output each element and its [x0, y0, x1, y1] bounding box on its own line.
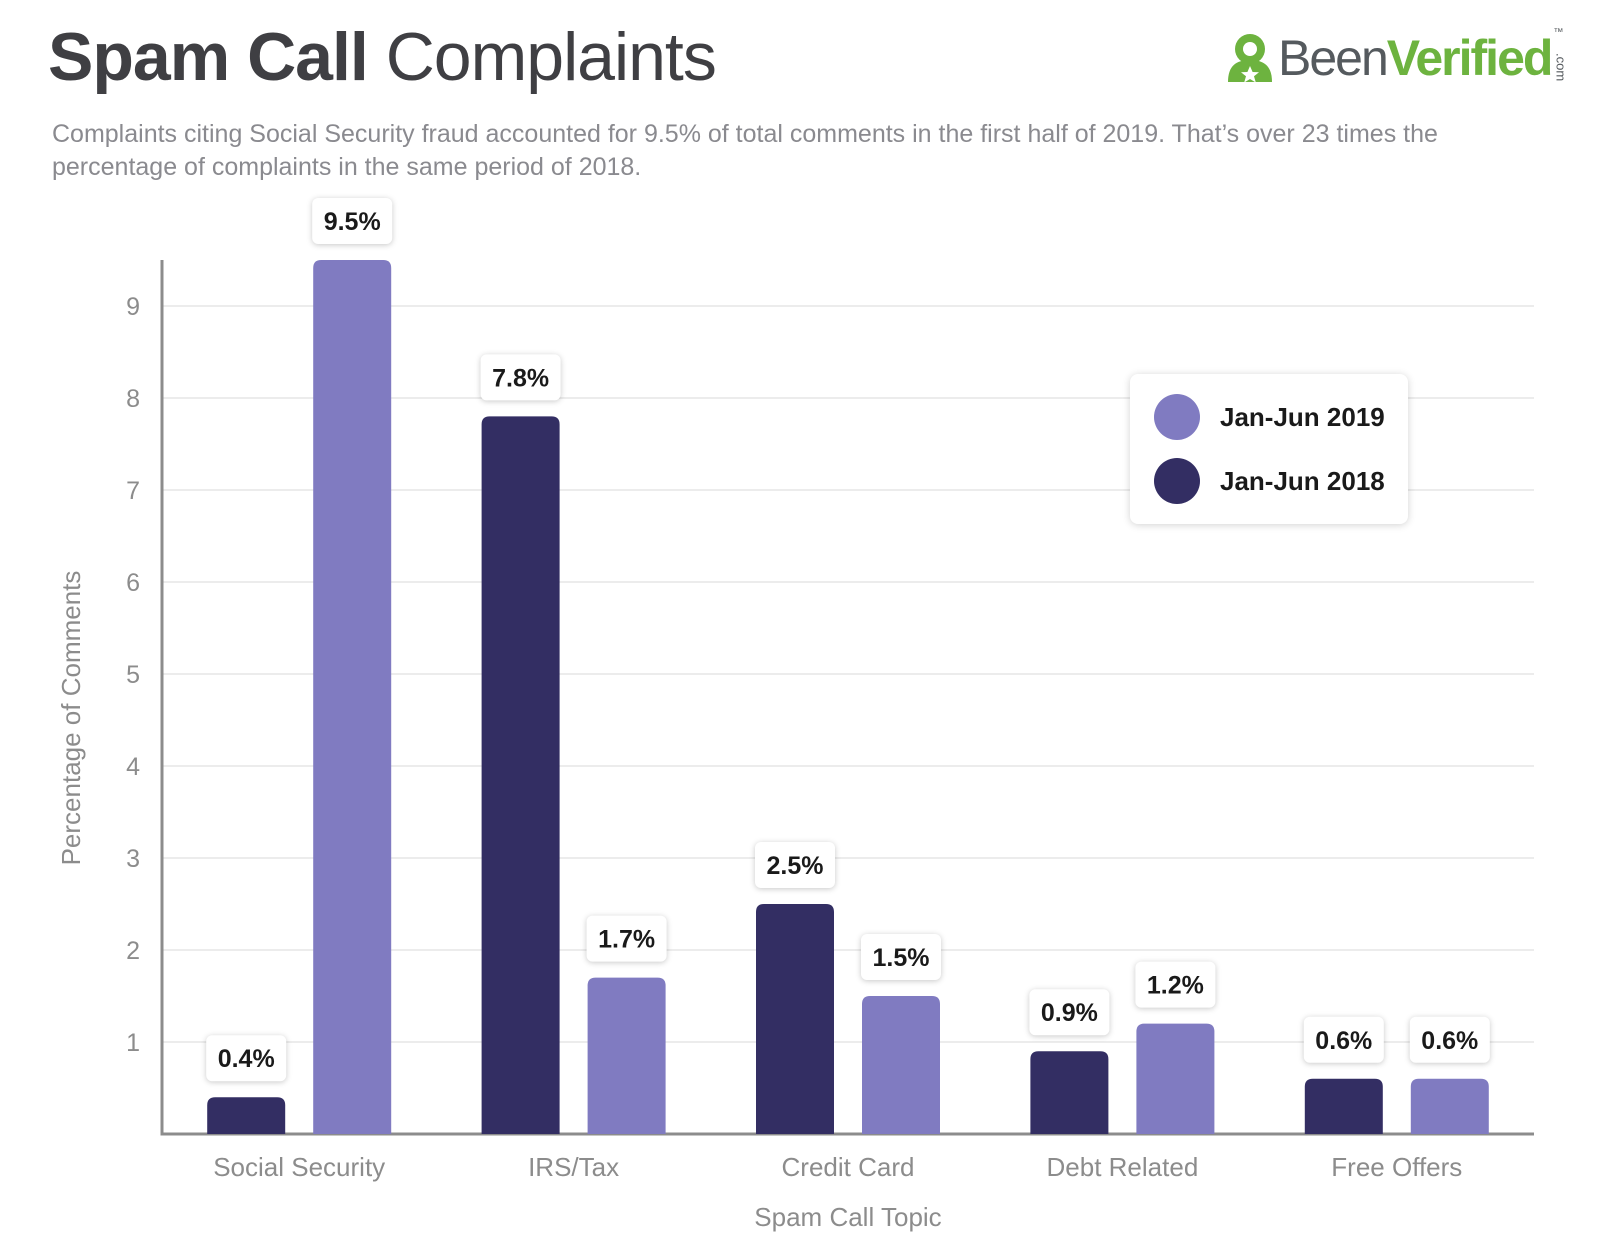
data-label-box	[206, 1035, 287, 1082]
data-label: 1.7%	[598, 926, 655, 954]
logo-text-com: .com	[1553, 52, 1569, 82]
x-tick-label: IRS/Tax	[528, 1152, 619, 1182]
y-tick-label: 1	[126, 1029, 140, 1057]
data-label-box	[1029, 989, 1110, 1036]
data-label-box	[755, 842, 835, 888]
chart-title-light: Complaints	[385, 19, 717, 95]
y-tick-label: 6	[126, 569, 140, 597]
data-label-box	[1135, 961, 1216, 1008]
y-tick-label: 9	[126, 293, 140, 321]
bar	[1304, 1078, 1383, 1134]
y-tick-label: 8	[126, 385, 140, 413]
data-label: 9.5%	[324, 208, 381, 236]
beenverified-logo: BeenVerified ™ .com	[1222, 26, 1568, 90]
data-label-box	[586, 915, 667, 962]
x-axis-label: Spam Call Topic	[754, 1202, 941, 1232]
data-label: 0.6%	[1421, 1027, 1478, 1055]
person-star-icon	[1228, 34, 1272, 83]
data-label-box	[312, 198, 393, 244]
x-tick-label: Credit Card	[782, 1152, 915, 1182]
legend-item-2018: Jan-Jun 2018	[1154, 458, 1385, 504]
data-label: 2.5%	[767, 852, 824, 880]
chart-subtitle: Complaints citing Social Security fraud …	[52, 120, 1438, 181]
data-label-box	[1409, 1016, 1490, 1063]
legend-item-2019: Jan-Jun 2019	[1154, 394, 1385, 440]
bar	[862, 996, 940, 1134]
y-axis-label: Percentage of Comments	[56, 571, 86, 866]
y-tick-label: 3	[126, 845, 140, 873]
legend-label-2018: Jan-Jun 2018	[1220, 465, 1385, 496]
bar	[313, 260, 392, 1134]
chart-title: Spam Call Complaints	[48, 18, 717, 96]
y-tick-label: 7	[126, 477, 140, 505]
y-tick-label: 4	[126, 753, 140, 781]
data-label-box	[861, 934, 941, 980]
bar	[207, 1097, 286, 1134]
data-label: 0.4%	[218, 1045, 275, 1073]
data-label: 7.8%	[492, 364, 549, 392]
data-label-box	[480, 354, 561, 401]
data-label: 0.9%	[1041, 999, 1098, 1027]
x-tick-label: Debt Related	[1047, 1152, 1199, 1182]
legend-swatch-2019	[1154, 394, 1200, 440]
y-tick-label: 2	[126, 937, 140, 965]
data-label: 0.6%	[1315, 1027, 1372, 1055]
logo-text-been: Been	[1278, 30, 1389, 86]
x-tick-label: Social Security	[213, 1152, 385, 1182]
legend-swatch-2018	[1154, 458, 1200, 504]
x-tick-label: Free Offers	[1331, 1152, 1462, 1182]
y-tick-label: 5	[126, 661, 140, 689]
legend-label-2019: Jan-Jun 2019	[1220, 401, 1385, 432]
logo-wordmark: BeenVerified ™	[1278, 27, 1563, 87]
bar	[1030, 1051, 1109, 1134]
data-label: 1.5%	[873, 944, 930, 972]
chart-legend: Jan-Jun 2019 Jan-Jun 2018	[1130, 374, 1408, 524]
bar	[1410, 1078, 1489, 1134]
bar	[756, 904, 834, 1134]
data-label: 1.2%	[1147, 972, 1204, 1000]
data-label-box	[1303, 1016, 1384, 1063]
logo-trademark: ™	[1553, 27, 1563, 38]
bar	[587, 977, 666, 1134]
bar	[1136, 1023, 1215, 1134]
chart-title-bold: Spam Call	[48, 19, 369, 95]
logo-text-verified: Verified	[1386, 30, 1554, 86]
bar	[481, 416, 560, 1134]
